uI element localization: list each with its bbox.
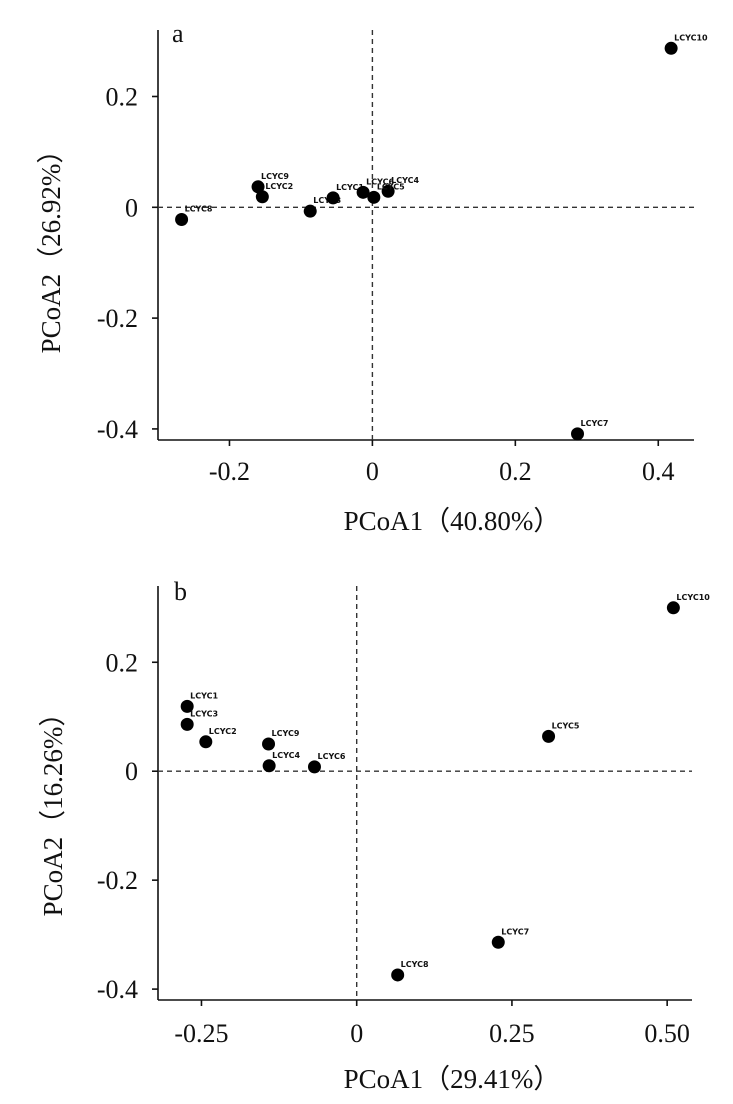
panel-a-x-label: PCoA1（40.80%） (344, 506, 561, 536)
panel-b-x-ticks: -0.25 0 0.25 0.50 (174, 1000, 690, 1048)
panel-b-point-lcyc3 (180, 717, 194, 731)
panel-b-point-label-lcyc4: LCYC4 (272, 751, 300, 760)
panel-a-point-lcyc10 (664, 41, 678, 55)
panel-a-x-tick-label: 0.2 (499, 457, 532, 486)
panel-a-y-ticks: 0.2 0 -0.2 -0.4 (97, 82, 158, 444)
panel-b-x-tick-label: 0 (350, 1019, 363, 1048)
panel-a-point-lcyc1 (326, 191, 340, 205)
panel-a-point-lcyc5 (367, 190, 381, 204)
panel-b-points: LCYC10 LCYC1 LCYC3 LCYC2 LCYC9 LCYC4 LCYC6 LCYC… (180, 593, 710, 982)
panel-b-point-lcyc10 (666, 601, 680, 615)
panel-a-point-label-lcyc2: LCYC2 (265, 182, 293, 191)
panel-a-point-lcyc4 (381, 184, 395, 198)
panel-b-point-label-lcyc7: LCYC7 (501, 927, 529, 936)
panel-a-x-tick-label: 0.4 (642, 457, 675, 486)
panel-a-label: a (172, 19, 184, 48)
panel-b-point-label-lcyc8: LCYC8 (401, 960, 429, 969)
panel-b-point-label-lcyc3: LCYC3 (190, 709, 218, 718)
panel-a-points: LCYC10LCYC9LCYC2LCYC8LCYC3LCYC1LCYC6LCYC… (175, 33, 708, 441)
panel-a-point-lcyc3 (303, 204, 317, 218)
panel-a-point-lcyc7 (571, 427, 585, 441)
panel-a-point-label-lcyc4: LCYC4 (391, 176, 419, 185)
panel-a-y-tick-label: 0 (125, 193, 138, 222)
panel-b-point-label-lcyc5: LCYC5 (552, 721, 580, 730)
panel-a-point-label-lcyc5: LCYC5 (377, 182, 405, 191)
panel-a-point-lcyc8 (175, 212, 189, 226)
panel-a-point-lcyc9 (251, 180, 265, 194)
panel-b-point-lcyc5 (542, 729, 556, 743)
panel-b-point-label-lcyc6: LCYC6 (317, 752, 345, 761)
panel-b-y-tick-label: 0.2 (106, 648, 139, 677)
panel-b-point-label-lcyc2: LCYC2 (209, 727, 237, 736)
panel-b-x-tick-label: 0.50 (644, 1019, 690, 1048)
panel-a-point-label-lcyc6: LCYC6 (366, 177, 394, 186)
panel-b-x-tick-label: -0.25 (174, 1019, 228, 1048)
panel-a-y-label: PCoA2（26.92%） (36, 137, 66, 354)
panel-a-x-tick-label: 0 (366, 457, 379, 486)
panel-b-y-tick-label: -0.2 (97, 866, 138, 895)
panel-a-y-tick-label: -0.4 (97, 415, 138, 444)
panel-a: a 0.20-0.2-0.4 -0.2 0 0.2 0.4 LCYC10LCYC9LC… (36, 19, 708, 536)
panel-a-x-ticks: -0.2 0 0.2 0.4 (209, 440, 675, 486)
panel-b-x-tick-label: 0.25 (489, 1019, 535, 1048)
panel-a-point-label-lcyc7: LCYC7 (581, 419, 609, 428)
panel-b-point-lcyc8 (391, 968, 405, 982)
panel-a-x-tick-label: -0.2 (209, 457, 250, 486)
panel-a-point-label-lcyc9: LCYC9 (261, 172, 289, 181)
panel-a-point-label-lcyc10: LCYC10 (674, 33, 708, 42)
panel-b-point-lcyc2 (199, 735, 213, 749)
panel-b-point-lcyc7 (491, 935, 505, 949)
panel-b-point-lcyc6 (307, 760, 321, 774)
panel-b-y-ticks: 0.2 0 -0.2 -0.4 (97, 648, 158, 1004)
panel-b-y-tick-label: 0 (125, 757, 138, 786)
panel-a-point-label-lcyc1: LCYC1 (336, 183, 364, 192)
panel-b-point-lcyc4 (262, 759, 276, 773)
panel-a-point-label-lcyc8: LCYC8 (185, 204, 213, 213)
panel-b-label: b (174, 577, 187, 606)
panel-b-point-label-lcyc10: LCYC10 (676, 593, 710, 602)
panel-a-point-lcyc6 (356, 185, 370, 199)
panel-b-y-label: PCoA2（16.26%） (38, 700, 68, 917)
panel-b-point-lcyc9 (262, 737, 276, 751)
panel-b-point-label-lcyc9: LCYC9 (272, 729, 300, 738)
panel-b-point-lcyc1 (180, 699, 194, 713)
panel-a-point-label-lcyc3: LCYC3 (313, 196, 341, 205)
panel-a-point-lcyc2 (255, 190, 269, 204)
panel-b-y-tick-label: -0.4 (97, 975, 138, 1004)
panel-b-point-label-lcyc1: LCYC1 (190, 691, 218, 700)
panel-b: b 0.20-0.2-0.4 -0.25 0 0.25 0.50 LCYC10LCYC… (38, 577, 710, 1094)
panel-a-y-tick-label: 0.2 (106, 82, 139, 111)
panel-b-x-label: PCoA1（29.41%） (344, 1064, 561, 1094)
panel-a-y-tick-label: -0.2 (97, 304, 138, 333)
